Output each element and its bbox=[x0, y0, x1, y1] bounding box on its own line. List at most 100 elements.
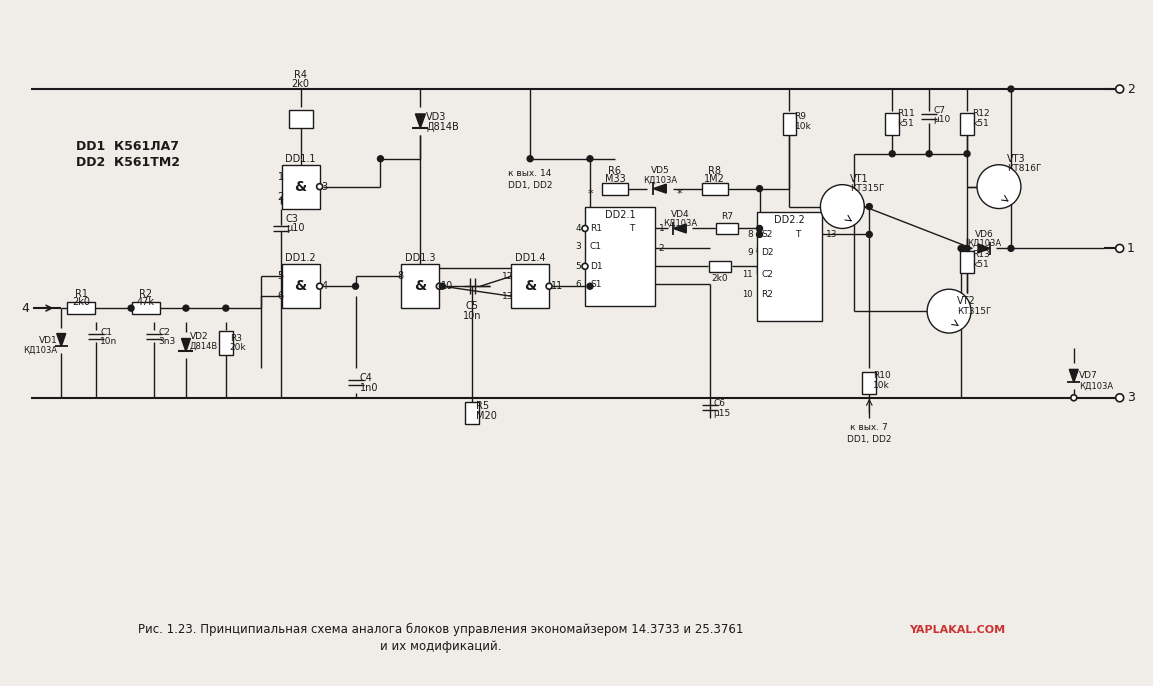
Text: &: & bbox=[414, 279, 427, 293]
Text: M33: M33 bbox=[604, 174, 625, 184]
Text: YAPLAKAL.COM: YAPLAKAL.COM bbox=[910, 625, 1005, 635]
Text: 5: 5 bbox=[575, 262, 581, 271]
Circle shape bbox=[821, 185, 865, 228]
Text: 10k: 10k bbox=[873, 381, 890, 390]
Text: и их модификаций.: и их модификаций. bbox=[379, 640, 502, 653]
Text: μ10: μ10 bbox=[286, 224, 304, 233]
Text: к вых. 14: к вых. 14 bbox=[508, 169, 552, 178]
Circle shape bbox=[1008, 246, 1013, 251]
Text: DD1.1: DD1.1 bbox=[286, 154, 316, 164]
Polygon shape bbox=[56, 333, 66, 346]
Text: μ15: μ15 bbox=[714, 410, 731, 418]
Circle shape bbox=[964, 151, 970, 157]
Circle shape bbox=[1116, 85, 1124, 93]
Text: 10k: 10k bbox=[794, 122, 812, 132]
Text: S2: S2 bbox=[761, 230, 773, 239]
Bar bbox=[466, 402, 480, 424]
Circle shape bbox=[866, 231, 873, 237]
Text: DD1, DD2: DD1, DD2 bbox=[507, 181, 552, 190]
Text: DD1  К561ЛА7: DD1 К561ЛА7 bbox=[76, 141, 179, 153]
Bar bbox=[281, 165, 319, 209]
Circle shape bbox=[1071, 394, 1077, 401]
Text: R13: R13 bbox=[972, 250, 989, 259]
Text: R10: R10 bbox=[873, 371, 891, 380]
Text: 4: 4 bbox=[22, 302, 29, 315]
Text: C4: C4 bbox=[360, 373, 372, 383]
Text: &: & bbox=[295, 279, 307, 293]
Bar bbox=[281, 264, 319, 308]
Text: 5: 5 bbox=[278, 271, 284, 281]
Text: T: T bbox=[794, 230, 800, 239]
Text: КД103А: КД103А bbox=[1079, 381, 1113, 390]
Text: КТ816Г: КТ816Г bbox=[1007, 164, 1041, 173]
Text: 2k0: 2k0 bbox=[73, 297, 90, 307]
Text: VT1: VT1 bbox=[851, 174, 869, 184]
Text: VD1: VD1 bbox=[38, 335, 58, 344]
Bar bbox=[585, 206, 655, 306]
Text: &: & bbox=[525, 279, 536, 293]
Text: C2: C2 bbox=[158, 327, 169, 337]
Text: 4: 4 bbox=[575, 224, 581, 233]
Text: 11: 11 bbox=[743, 270, 753, 279]
Circle shape bbox=[587, 156, 593, 162]
Text: C3: C3 bbox=[286, 213, 299, 224]
Bar bbox=[862, 372, 876, 394]
Circle shape bbox=[527, 156, 533, 162]
Text: Рис. 1.23. Принципиальная схема аналога блоков управления экономайзером 14.3733 : Рис. 1.23. Принципиальная схема аналога … bbox=[137, 624, 743, 637]
Circle shape bbox=[587, 283, 593, 289]
Text: *: * bbox=[587, 189, 593, 199]
Text: 1n0: 1n0 bbox=[360, 383, 378, 393]
Text: VD4: VD4 bbox=[670, 210, 689, 219]
Polygon shape bbox=[673, 224, 686, 233]
Text: VD7: VD7 bbox=[1079, 371, 1098, 380]
Text: R2: R2 bbox=[761, 289, 773, 298]
Text: C2: C2 bbox=[761, 270, 773, 279]
Text: 3: 3 bbox=[322, 182, 327, 191]
Text: 4: 4 bbox=[322, 281, 327, 292]
Circle shape bbox=[223, 305, 228, 311]
Text: КТ315Г: КТ315Г bbox=[851, 184, 884, 193]
Bar bbox=[219, 331, 233, 355]
Text: DD1.4: DD1.4 bbox=[515, 253, 545, 263]
Circle shape bbox=[1116, 244, 1124, 252]
Circle shape bbox=[977, 165, 1020, 209]
Text: 1: 1 bbox=[1126, 242, 1135, 255]
Text: 2k0: 2k0 bbox=[711, 274, 728, 283]
Bar bbox=[960, 113, 974, 135]
Text: R9: R9 bbox=[794, 113, 806, 121]
Circle shape bbox=[1008, 86, 1013, 92]
Text: 3n3: 3n3 bbox=[158, 337, 175, 346]
Text: 1: 1 bbox=[658, 224, 664, 233]
Bar bbox=[702, 182, 728, 195]
Text: 20k: 20k bbox=[229, 344, 247, 353]
Bar bbox=[960, 251, 974, 273]
Text: 10n: 10n bbox=[464, 311, 482, 321]
Text: VD3: VD3 bbox=[427, 112, 446, 122]
Circle shape bbox=[927, 289, 971, 333]
Bar bbox=[511, 264, 549, 308]
Circle shape bbox=[353, 283, 359, 289]
Text: Д814В: Д814В bbox=[190, 342, 218, 351]
Text: КД103А: КД103А bbox=[642, 175, 677, 184]
Text: 12: 12 bbox=[502, 272, 513, 281]
Bar bbox=[602, 182, 628, 195]
Text: 10n: 10n bbox=[100, 337, 118, 346]
Bar bbox=[886, 113, 899, 135]
Circle shape bbox=[128, 305, 134, 311]
Polygon shape bbox=[978, 244, 990, 253]
Circle shape bbox=[958, 246, 964, 251]
Text: C1: C1 bbox=[590, 242, 602, 251]
Text: к вых. 7: к вых. 7 bbox=[851, 423, 888, 432]
Text: 6: 6 bbox=[278, 291, 284, 301]
Text: C7: C7 bbox=[933, 106, 945, 115]
Text: 9: 9 bbox=[747, 248, 753, 257]
Text: M20: M20 bbox=[476, 411, 497, 421]
Text: k51: k51 bbox=[972, 119, 989, 128]
Circle shape bbox=[317, 184, 323, 189]
Text: R1: R1 bbox=[75, 289, 88, 299]
Text: S1: S1 bbox=[590, 280, 602, 289]
Circle shape bbox=[756, 186, 762, 191]
Text: T: T bbox=[630, 224, 634, 233]
Text: Д814В: Д814В bbox=[427, 122, 459, 132]
Text: 13: 13 bbox=[826, 230, 837, 239]
